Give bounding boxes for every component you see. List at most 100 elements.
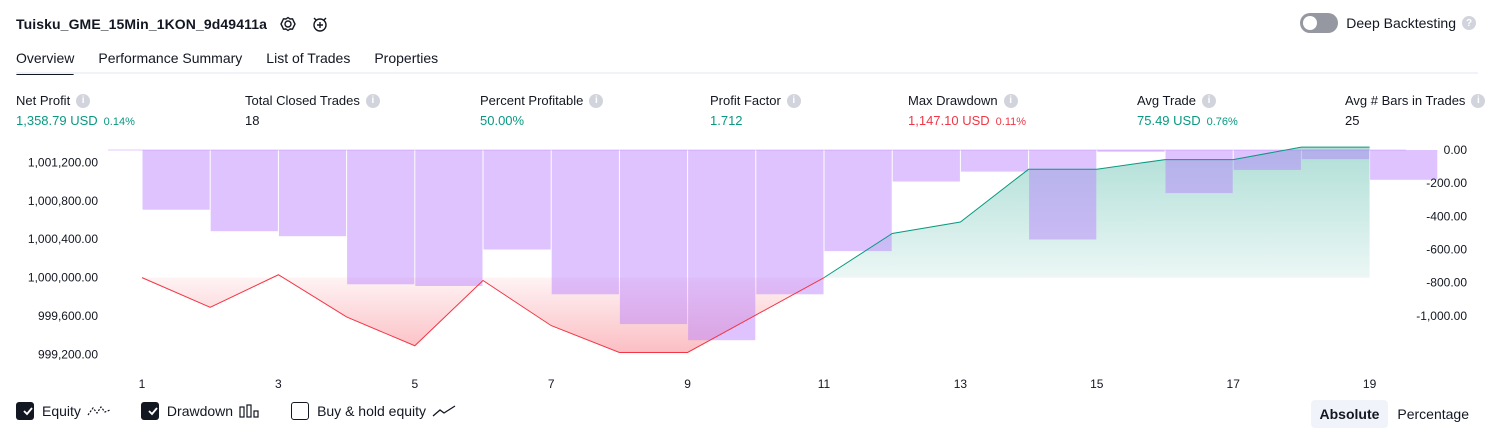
deep-backtesting-label: Deep Backtesting	[1346, 15, 1456, 31]
drawdown-bar	[960, 150, 1029, 172]
right-axis-tick-label: -200.00	[1426, 176, 1467, 190]
metric-net-profit: Net Profit i 1,358.79 USD 0.14%	[16, 93, 135, 128]
mode-percentage-button[interactable]: Percentage	[1397, 406, 1469, 422]
right-axis-tick-label: -1,000.00	[1416, 309, 1467, 323]
drawdown-bar	[142, 150, 210, 210]
strategy-title: Tuisku_GME_15Min_1KON_9d49411a	[16, 16, 267, 32]
right-axis-tick-label: 0.00	[1444, 143, 1468, 157]
drawdown-bar	[619, 150, 688, 325]
deep-backtesting: Deep Backtesting ?	[1300, 13, 1476, 33]
info-icon[interactable]: i	[76, 93, 91, 108]
drawdown-bar	[1233, 150, 1301, 170]
drawdown-bar	[1301, 150, 1370, 160]
left-axis-tick-label: 1,000,400.00	[28, 232, 98, 246]
drawdown-bar	[1029, 150, 1097, 240]
metric-avg-bars-in-trades: Avg # Bars in Trades i 25	[1345, 93, 1486, 128]
drawdown-bar	[892, 150, 960, 182]
info-icon[interactable]: i	[1202, 93, 1217, 108]
metric-value: 75.49 USD	[1137, 113, 1201, 128]
tab-performance-summary[interactable]: Performance Summary	[98, 50, 243, 66]
strategy-header: Tuisku_GME_15Min_1KON_9d49411a	[16, 12, 331, 36]
left-axis-tick-label: 999,200.00	[38, 347, 98, 361]
info-icon[interactable]: i	[1003, 93, 1018, 108]
metric-profit-factor: Profit Factor i 1.712	[710, 93, 801, 128]
deep-backtesting-toggle[interactable]	[1300, 13, 1339, 33]
tab-list-of-trades[interactable]: List of Trades	[266, 50, 351, 66]
metric-max-drawdown: Max Drawdown i 1,147.10 USD 0.11%	[908, 93, 1026, 128]
metric-total-closed-trades: Total Closed Trades i 18	[245, 93, 380, 128]
metric-label: Max Drawdown	[908, 93, 998, 108]
drawdown-bar	[688, 150, 756, 341]
equity-gain-area	[824, 147, 1370, 278]
checkbox-checked-icon[interactable]	[16, 402, 34, 420]
checkbox-checked-icon[interactable]	[140, 402, 159, 420]
legend-label: Equity	[42, 403, 81, 419]
drawdown-bar	[278, 150, 347, 237]
metric-value: 1,147.10 USD	[908, 113, 990, 128]
metric-label: Profit Factor	[710, 93, 781, 108]
info-icon[interactable]: i	[589, 93, 604, 108]
metric-value: 1.712	[710, 113, 743, 128]
x-axis-tick-label: 17	[1227, 377, 1241, 391]
drawdown-bar	[210, 150, 278, 232]
metric-value: 18	[245, 113, 260, 128]
tabs-divider	[16, 72, 1478, 74]
legend-buy-hold-equity[interactable]: Buy & hold equity	[291, 402, 456, 420]
metric-percent: 0.14%	[103, 116, 135, 128]
gear-icon[interactable]	[277, 13, 299, 35]
checkbox-unchecked-icon[interactable]	[291, 402, 310, 420]
drawdown-bar	[551, 150, 619, 295]
buy-hold-line-icon	[432, 405, 456, 417]
drawdown-bar	[1370, 150, 1438, 180]
metric-value: 1,358.79 USD	[16, 113, 98, 128]
drawdown-bar	[415, 150, 483, 286]
equity-line-icon	[87, 405, 111, 416]
info-icon[interactable]: i	[365, 93, 380, 108]
x-axis-tick-label: 3	[275, 377, 282, 391]
drawdown-bar	[824, 150, 892, 252]
equity-loss-area	[142, 274, 824, 353]
x-axis-tick-label: 15	[1090, 377, 1104, 391]
drawdown-bar	[1165, 150, 1233, 194]
equity-line-gain	[823, 146, 1370, 279]
help-icon[interactable]: ?	[1462, 16, 1476, 30]
mode-absolute-button[interactable]: Absolute	[1310, 400, 1389, 428]
right-axis-tick-label: -600.00	[1426, 243, 1467, 257]
metric-label: Total Closed Trades	[245, 93, 360, 108]
legend-equity[interactable]: Equity	[16, 402, 111, 420]
equity-line-loss	[141, 274, 825, 353]
metric-value: 25	[1345, 113, 1360, 128]
x-axis-tick-label: 13	[954, 377, 968, 391]
metric-percent: 0.11%	[995, 116, 1027, 128]
report-tabs: Overview Performance Summary List of Tra…	[16, 46, 462, 75]
info-icon[interactable]: i	[1471, 93, 1486, 108]
tab-overview[interactable]: Overview	[16, 46, 75, 75]
metric-label: Percent Profitable	[480, 93, 584, 108]
legend-label: Buy & hold equity	[317, 403, 427, 419]
equity-drawdown-chart: 1,001,200.00 1,000,800.00 1,000,400.00 1,00…	[28, 143, 1468, 391]
metric-value: 50.00%	[480, 113, 525, 128]
x-axis-tick-label: 9	[684, 377, 691, 391]
left-axis-tick-label: 1,001,200.00	[28, 156, 98, 170]
info-icon[interactable]: i	[786, 93, 801, 108]
legend-label: Drawdown	[166, 403, 234, 419]
x-axis-tick-label: 1	[139, 377, 146, 391]
drawdown-bar	[1097, 150, 1165, 152]
tab-properties[interactable]: Properties	[374, 50, 439, 66]
drawdown-bar	[347, 150, 415, 285]
x-axis-tick-label: 5	[411, 377, 418, 391]
metric-percent: 0.76%	[1206, 116, 1238, 128]
metric-label: Net Profit	[16, 93, 71, 108]
metric-label: Avg Trade	[1137, 93, 1197, 108]
x-axis-tick-label: 19	[1363, 377, 1377, 391]
left-axis-tick-label: 999,600.00	[38, 309, 98, 323]
right-axis-tick-label: -800.00	[1426, 276, 1467, 290]
x-axis-tick-label: 7	[548, 377, 555, 391]
metric-percent-profitable: Percent Profitable i 50.00%	[480, 93, 604, 128]
value-mode-switch: Absolute Percentage	[1310, 400, 1479, 428]
legend-drawdown[interactable]: Drawdown	[140, 402, 261, 420]
x-axis-tick-label: 11	[818, 377, 831, 391]
alarm-plus-icon[interactable]	[309, 13, 331, 35]
metric-avg-trade: Avg Trade i 75.49 USD 0.76%	[1137, 93, 1238, 128]
drawdown-bar	[483, 150, 551, 250]
